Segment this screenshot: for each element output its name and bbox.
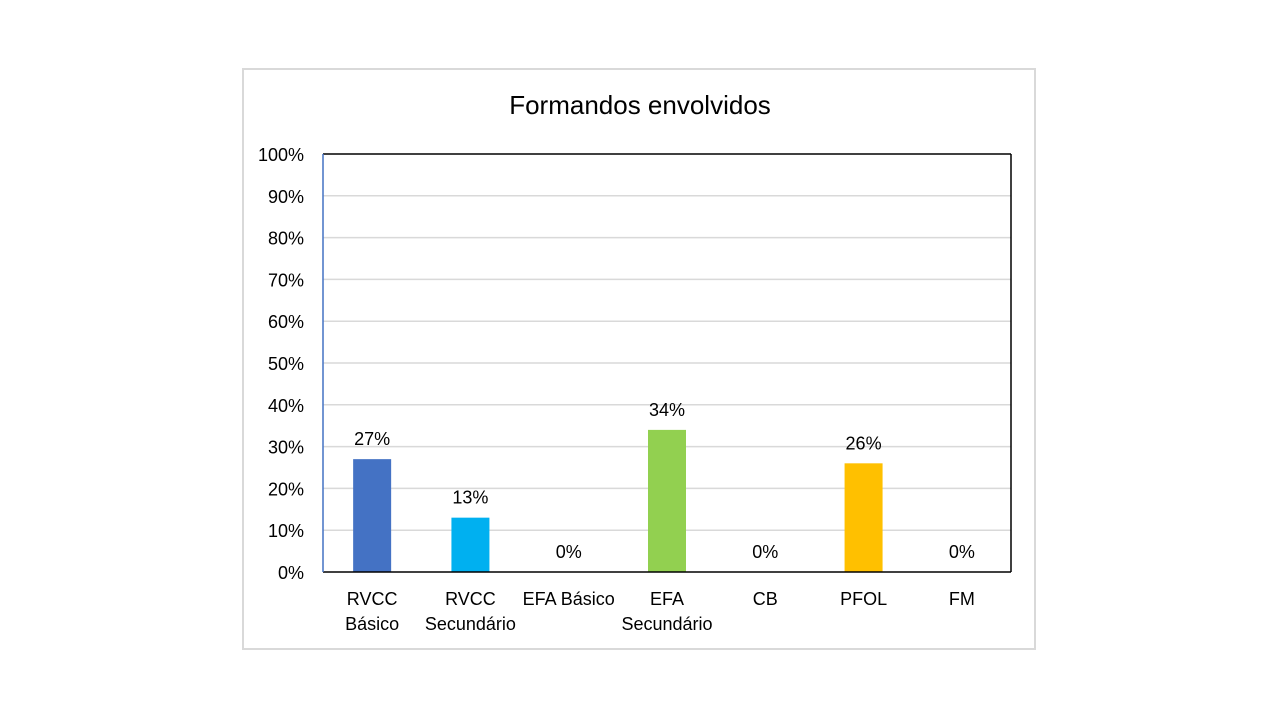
x-tick-label: RVCC bbox=[445, 589, 496, 609]
y-tick-label: 20% bbox=[268, 479, 304, 499]
x-tick-label: Básico bbox=[345, 614, 399, 634]
y-tick-label: 0% bbox=[278, 563, 304, 583]
y-tick-label: 100% bbox=[258, 145, 304, 165]
y-tick-label: 70% bbox=[268, 270, 304, 290]
axes bbox=[322, 153, 1012, 573]
x-tick-label: CB bbox=[753, 589, 778, 609]
y-tick-label: 90% bbox=[268, 187, 304, 207]
data-label: 34% bbox=[649, 400, 685, 420]
data-label: 0% bbox=[752, 542, 778, 562]
labels: 0% 10% 20% 30% 40% 50% 60% 70% 80% 90% 100% 27% RVCC… bbox=[258, 145, 975, 634]
chart-title: Formandos envolvidos bbox=[509, 90, 771, 120]
bar bbox=[451, 517, 490, 572]
y-tick-label: 10% bbox=[268, 521, 304, 541]
bar bbox=[353, 459, 392, 572]
data-label: 26% bbox=[846, 433, 882, 453]
bar bbox=[648, 429, 686, 572]
y-tick-label: 50% bbox=[268, 354, 304, 374]
y-tick-label: 40% bbox=[268, 396, 304, 416]
bars bbox=[353, 429, 883, 572]
bar bbox=[844, 463, 883, 572]
x-tick-label: EFA bbox=[650, 589, 684, 609]
data-label: 0% bbox=[949, 542, 975, 562]
x-tick-label: PFOL bbox=[840, 589, 887, 609]
y-tick-label: 60% bbox=[268, 312, 304, 332]
data-label: 27% bbox=[354, 429, 390, 449]
y-tick-label: 80% bbox=[268, 229, 304, 249]
data-label: 0% bbox=[556, 542, 582, 562]
data-label: 13% bbox=[452, 488, 488, 508]
x-tick-label: Secundário bbox=[621, 614, 712, 634]
x-tick-label: EFA Básico bbox=[523, 589, 615, 609]
x-tick-label: FM bbox=[949, 589, 975, 609]
x-tick-label: Secundário bbox=[425, 614, 516, 634]
x-tick-label: RVCC bbox=[347, 589, 398, 609]
y-tick-label: 30% bbox=[268, 438, 304, 458]
